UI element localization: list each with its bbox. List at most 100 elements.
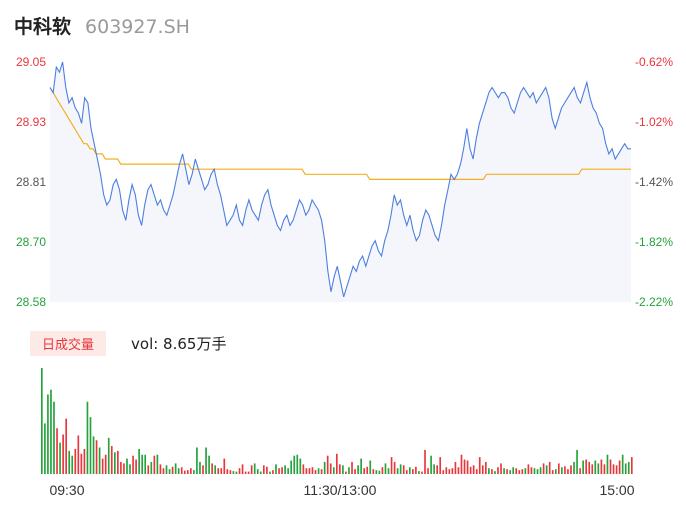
volume-bar <box>390 457 393 474</box>
volume-bar <box>345 471 347 474</box>
volume-bar <box>138 448 140 474</box>
volume-bar <box>582 460 584 474</box>
volume-bar <box>202 465 204 474</box>
volume-bar <box>259 471 262 474</box>
volume-bar <box>524 468 527 474</box>
volume-bar <box>433 464 435 474</box>
y-right-tick-4: -2.22% <box>635 295 673 309</box>
volume-bar <box>339 464 341 474</box>
volume-bar <box>50 389 52 474</box>
volume-bar <box>405 470 408 474</box>
volume-bar <box>439 457 442 474</box>
volume-bar <box>363 468 366 474</box>
volume-bar <box>92 436 95 474</box>
volume-bar <box>159 464 162 474</box>
volume-bar <box>95 440 98 474</box>
volume-bar <box>521 469 524 474</box>
volume-bar <box>427 468 429 474</box>
volume-bar <box>287 468 289 474</box>
volume-bar <box>156 454 159 474</box>
volume-bar <box>478 457 481 474</box>
volume-bar <box>588 461 591 474</box>
volume-bar <box>554 469 557 474</box>
volume-bar <box>247 471 250 474</box>
volume-bar <box>269 471 271 474</box>
volume-bar <box>89 417 92 474</box>
volume-bar <box>515 468 518 474</box>
volume-bar <box>190 468 192 474</box>
volume-bar <box>497 467 499 474</box>
volume-bar <box>396 468 399 474</box>
volume-bar <box>196 447 198 474</box>
volume-bar <box>460 454 463 474</box>
volume-bar <box>430 455 432 474</box>
volume-bar <box>573 461 575 474</box>
volume-bar <box>153 455 156 474</box>
volume-bar <box>162 468 165 474</box>
volume-bar <box>98 447 101 474</box>
y-left-tick-2: 28.81 <box>16 175 46 189</box>
volume-bar <box>329 463 332 474</box>
volume-bar <box>326 455 329 474</box>
volume-bar <box>500 463 502 474</box>
volume-bar <box>375 470 378 474</box>
x-label-close: 15:00 <box>599 482 634 498</box>
volume-bars <box>41 368 633 474</box>
price-line <box>49 61 631 298</box>
volume-bar <box>579 468 581 474</box>
volume-bar <box>585 459 588 474</box>
volume-bar <box>141 454 144 474</box>
volume-bar <box>180 467 183 474</box>
volume-bar <box>360 458 362 474</box>
volume-bar <box>366 466 369 474</box>
volume-bar <box>117 450 119 474</box>
volume-bar <box>59 442 61 474</box>
volume-bar <box>627 461 630 474</box>
volume-label: 日成交量 <box>30 330 107 356</box>
volume-bar <box>630 457 633 474</box>
volume-bar <box>107 437 110 474</box>
volume-bar <box>226 469 229 474</box>
volume-bar <box>354 469 356 474</box>
volume-bar <box>466 460 469 474</box>
volume-bar <box>357 465 359 474</box>
volume-bar <box>53 401 55 474</box>
volume-bar <box>570 465 572 474</box>
volume-bar <box>83 448 86 474</box>
volume-bar <box>564 466 566 474</box>
volume-bar <box>132 455 134 474</box>
volume-bar <box>621 454 624 474</box>
volume-bar <box>281 467 283 474</box>
volume-bar <box>241 464 244 474</box>
volume-bar <box>335 453 338 474</box>
volume-bar <box>506 469 508 474</box>
volume-bar <box>475 469 478 474</box>
volume-bar <box>177 468 180 474</box>
volume-bar <box>193 470 195 474</box>
volume-bar <box>551 470 554 474</box>
volume-bar <box>378 470 381 474</box>
stock-name: 中科软 <box>14 16 72 38</box>
volume-bar <box>351 461 353 474</box>
volume-bar <box>481 465 484 474</box>
volume-bar <box>284 465 286 474</box>
volume-bar <box>147 465 150 474</box>
volume-bar <box>244 471 247 474</box>
volume-bar-chart: 09:30 11:30/13:00 15:00 <box>41 368 635 498</box>
volume-bar <box>494 471 496 474</box>
volume-bar <box>129 464 131 474</box>
volume-bar <box>533 468 536 474</box>
volume-bar <box>223 458 226 474</box>
volume-bar <box>120 461 122 474</box>
volume-bar <box>591 464 594 474</box>
volume-bar <box>576 449 578 474</box>
volume-bar <box>214 465 217 474</box>
volume-bar <box>567 469 569 474</box>
volume-bar <box>606 454 609 474</box>
volume-bar <box>208 455 210 474</box>
volume-bar <box>451 468 454 474</box>
volume-bar <box>418 471 420 474</box>
y-right-tick-3: -1.82% <box>635 235 673 249</box>
volume-bar <box>518 470 521 474</box>
price-area-fill <box>50 62 631 302</box>
